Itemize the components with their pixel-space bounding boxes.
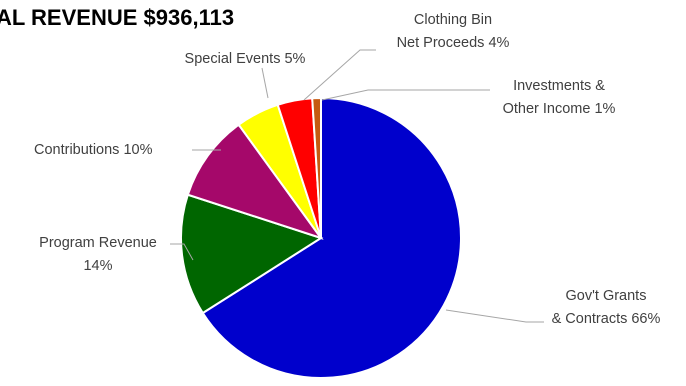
pie-slices [180,96,462,379]
slice-label-0: Gov't Grants & Contracts 66% [552,288,661,327]
leader-line-1 [170,243,194,261]
slice-label-line: Gov't Grants [566,288,647,304]
chart-title: AL REVENUE $936,113 [0,5,234,30]
slice-label-1: Program Revenue 14% [39,235,157,274]
leader-line-3 [261,67,269,99]
slice-label-line: Net Proceeds 4% [397,35,510,51]
leader-line-4 [303,49,376,101]
leader-line-5 [321,89,490,101]
slice-label-4: Clothing Bin Net Proceeds 4% [397,12,510,51]
slice-label-line: Other Income 1% [503,101,616,117]
slice-label-line: Program Revenue [39,235,157,251]
slice-labels: Gov't Grants & Contracts 66% Program Reven… [34,12,661,327]
slice-label-3: Special Events 5% [185,51,306,67]
slice-label-line: Special Events 5% [185,51,306,67]
pie-slice-1 [180,193,324,315]
pie-slice-0 [201,96,462,379]
slice-label-line: Clothing Bin [414,12,492,28]
pie-slice-2 [186,123,324,240]
pie-slice-5 [311,96,322,239]
slice-label-5: Investments & Other Income 1% [503,78,616,117]
slice-label-line: Investments & [513,78,605,94]
slice-label-2: Contributions 10% [34,142,153,158]
slice-label-line: & Contracts 66% [552,311,661,327]
leader-line-0 [445,309,544,323]
leader-lines [170,49,544,323]
slice-label-line: Contributions 10% [34,142,153,158]
slice-label-line: 14% [83,258,112,274]
